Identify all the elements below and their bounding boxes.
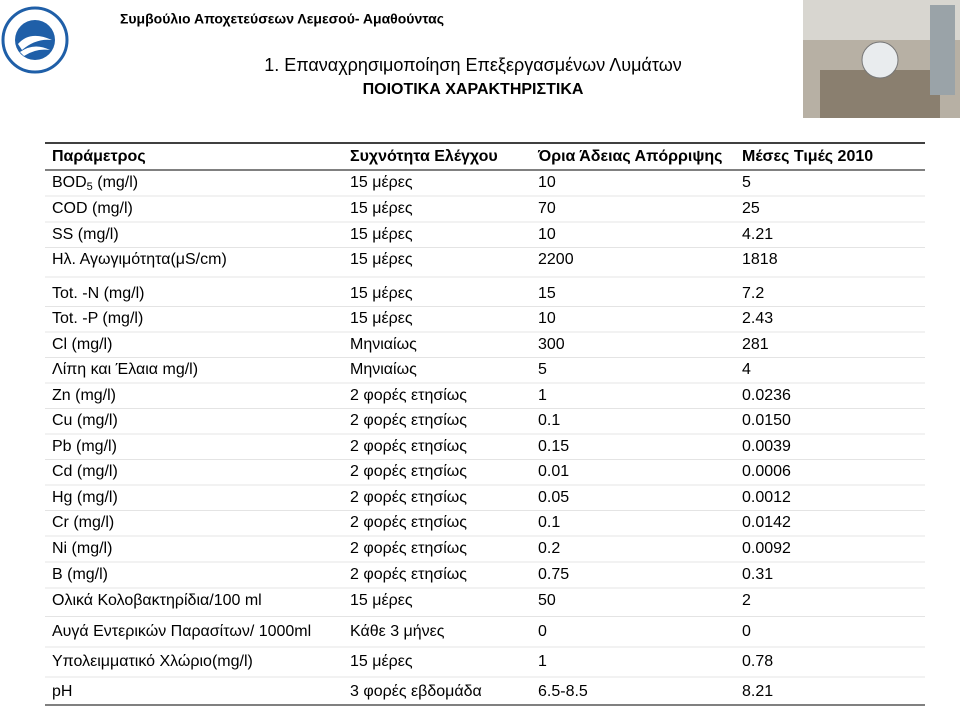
org-name: Συμβούλιο Αποχετεύσεων Λεμεσού- Αμαθούντ… [120,11,444,27]
column-header: Μέσες Τιμές 2010 [742,148,873,165]
cell: Ολικά Κολοβακτηρίδια/100 ml [52,592,262,609]
cell: Cu (mg/l) [52,412,118,429]
cell: 0.15 [538,438,569,455]
cell: 0.31 [742,566,773,583]
cell: 15 μέρες [350,310,413,327]
cell: 5 [742,174,751,191]
cell: 15 μέρες [350,251,413,268]
cell: 0.01 [538,463,569,480]
cell: 2 φορές ετησίως [350,514,467,531]
cell: Μηνιαίως [350,361,417,378]
cell: SS (mg/l) [52,226,119,243]
cell: 10 [538,226,556,243]
cell: 0.0012 [742,489,791,506]
cell: Μηνιαίως [350,336,417,353]
cell: Ηλ. Αγωγιμότητα(μS/cm) [52,251,227,268]
cell: 70 [538,200,556,217]
cell: BOD5 (mg/l) [52,174,138,193]
cell: 15 [538,285,556,302]
cell: 0.05 [538,489,569,506]
cell: 1 [538,653,547,670]
cell: Κάθε 3 μήνες [350,623,445,640]
cell: Tot. -P (mg/l) [52,310,143,327]
cell: Λίπη και Έλαια mg/l) [52,361,198,378]
cell: 0.0150 [742,412,791,429]
cell: 2 φορές ετησίως [350,566,467,583]
column-header: Συχνότητα Ελέγχου [350,148,498,165]
cell: 0.1 [538,514,560,531]
cell: Pb (mg/l) [52,438,117,455]
cell: 2 φορές ετησίως [350,463,467,480]
cell: 0.0006 [742,463,791,480]
cell: Υπολειμματικό Χλώριο(mg/l) [52,653,253,670]
cell: 50 [538,592,556,609]
cell: 5 [538,361,547,378]
cell: 300 [538,336,565,353]
cell: 8.21 [742,683,773,700]
cell: 2 φορές ετησίως [350,387,467,404]
cell: Zn (mg/l) [52,387,116,404]
cell: 2 φορές ετησίως [350,412,467,429]
cell: 1818 [742,251,778,268]
cell: 2.43 [742,310,773,327]
cell: Ni (mg/l) [52,540,112,557]
cell-text: BOD [52,174,87,191]
cell: 0.0092 [742,540,791,557]
column-header: Παράμετρος [52,148,146,165]
cell: Hg (mg/l) [52,489,118,506]
cell: 0 [742,623,751,640]
cell: 0.0039 [742,438,791,455]
cell: 15 μέρες [350,285,413,302]
cell: 15 μέρες [350,653,413,670]
cell: Cr (mg/l) [52,514,114,531]
logo [1,6,69,74]
cell: 3 φορές εβδομάδα [350,683,482,700]
cell: 6.5-8.5 [538,683,588,700]
cell: 10 [538,310,556,327]
cell: 4 [742,361,751,378]
cell: Tot. -N (mg/l) [52,285,144,302]
cell: 7.2 [742,285,764,302]
lab-photo [803,0,960,118]
cell: 15 μέρες [350,200,413,217]
cell: 15 μέρες [350,592,413,609]
cell-subscript: 5 [87,181,93,193]
column-header: Όρια Άδειας Απόρριψης [537,148,723,165]
cell: Cd (mg/l) [52,463,118,480]
cell: 0 [538,623,547,640]
cell: 2200 [538,251,574,268]
cell: 0.0142 [742,514,791,531]
subtitle: ΠΟΙΟΤΙΚΑ ΧΑΡΑΚΤΗΡΙΣΤΙΚΑ [363,81,584,98]
cell: 0.2 [538,540,560,557]
cell: pH [52,683,72,700]
cell: 2 [742,592,751,609]
cell: 10 [538,174,556,191]
cell: Cl (mg/l) [52,336,112,353]
cell: 15 μέρες [350,174,413,191]
cell: 2 φορές ετησίως [350,438,467,455]
cell: COD (mg/l) [52,200,133,217]
cell-text: (mg/l) [93,174,138,191]
cell: 25 [742,200,760,217]
cell: B (mg/l) [52,566,108,583]
cell: 0.75 [538,566,569,583]
cell: 0.0236 [742,387,791,404]
title: 1. Επαναχρησιμοποίηση Επεξεργασμένων Λυμ… [264,55,682,75]
cell: 0.1 [538,412,560,429]
cell: 4.21 [742,226,773,243]
cell: 1 [538,387,547,404]
cell: 2 φορές ετησίως [350,540,467,557]
cell: Αυγά Εντερικών Παρασίτων/ 1000ml [52,623,311,640]
cell: 0.78 [742,653,773,670]
cell: 281 [742,336,769,353]
cell: 15 μέρες [350,226,413,243]
cell: 2 φορές ετησίως [350,489,467,506]
